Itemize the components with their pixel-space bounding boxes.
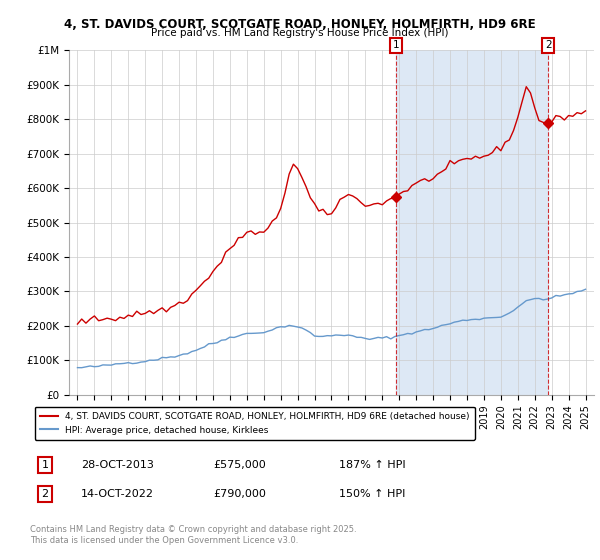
Text: Contains HM Land Registry data © Crown copyright and database right 2025.
This d: Contains HM Land Registry data © Crown c… — [30, 525, 356, 545]
Text: £790,000: £790,000 — [213, 489, 266, 499]
Text: 1: 1 — [393, 40, 400, 50]
Text: 28-OCT-2013: 28-OCT-2013 — [81, 460, 154, 470]
Text: Price paid vs. HM Land Registry's House Price Index (HPI): Price paid vs. HM Land Registry's House … — [151, 28, 449, 38]
Bar — [397, 50, 548, 395]
Text: £575,000: £575,000 — [213, 460, 266, 470]
Text: 187% ↑ HPI: 187% ↑ HPI — [339, 460, 406, 470]
Legend: 4, ST. DAVIDS COURT, SCOTGATE ROAD, HONLEY, HOLMFIRTH, HD9 6RE (detached house),: 4, ST. DAVIDS COURT, SCOTGATE ROAD, HONL… — [35, 407, 475, 440]
Text: 4, ST. DAVIDS COURT, SCOTGATE ROAD, HONLEY, HOLMFIRTH, HD9 6RE: 4, ST. DAVIDS COURT, SCOTGATE ROAD, HONL… — [64, 18, 536, 31]
Text: 1: 1 — [41, 460, 49, 470]
Text: 150% ↑ HPI: 150% ↑ HPI — [339, 489, 406, 499]
Text: 14-OCT-2022: 14-OCT-2022 — [81, 489, 154, 499]
Text: 2: 2 — [41, 489, 49, 499]
Text: 2: 2 — [545, 40, 551, 50]
